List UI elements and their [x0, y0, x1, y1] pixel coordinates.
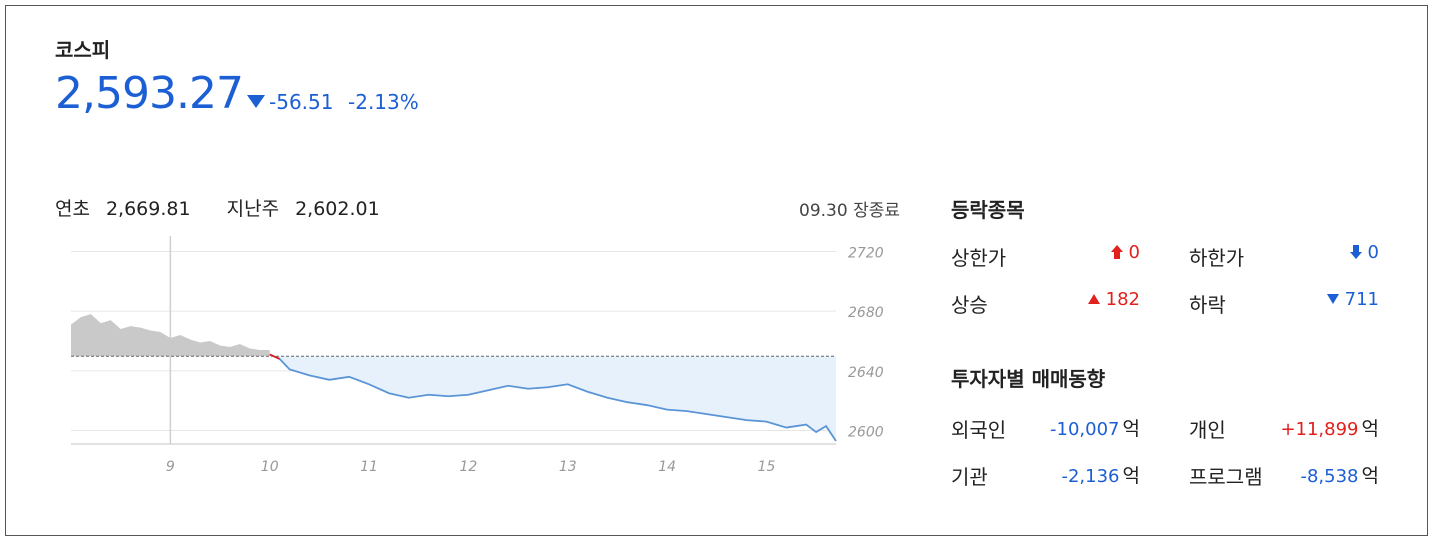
lower-limit-count: 0 [1367, 242, 1379, 263]
upper-limit-count: 0 [1128, 242, 1140, 263]
program-value: -8,538 억 [1300, 461, 1379, 488]
foreign-value: -10,007 억 [1050, 414, 1140, 441]
last-week-value: 2,602.01 [295, 198, 380, 220]
year-open-value: 2,669.81 [105, 198, 191, 220]
x-tick-label: 12 [459, 459, 477, 475]
foreign-amount: -10,007 [1050, 419, 1120, 440]
y-tick-label: 2680 [848, 305, 884, 321]
market-status: 09.30 장종료 [799, 201, 900, 221]
upper-limit-value: 0 [1110, 242, 1140, 263]
today-session-area [269, 354, 836, 441]
upper-limit-label: 상한가 [951, 246, 1007, 270]
y-tick-label: 2720 [848, 245, 884, 261]
x-tick-label: 15 [758, 459, 776, 475]
rise-count: 182 [1105, 289, 1140, 310]
down-arrow-icon [1349, 245, 1362, 259]
unit-label: 억 [1122, 465, 1140, 487]
price-change-value: -56.51 [269, 90, 334, 114]
up-triangle-icon [1087, 294, 1100, 304]
lower-limit-label: 하한가 [1189, 246, 1245, 270]
unit-label: 억 [1361, 465, 1379, 487]
program-amount: -8,538 [1300, 466, 1359, 487]
program-label: 프로그램 [1189, 465, 1263, 489]
kospi-widget: 코스피 2,593.27 -56.51 -2.13% 연초 2,669.81 지난… [5, 5, 1428, 536]
individual-label: 개인 [1189, 418, 1226, 442]
last-week-label: 지난주 [226, 198, 280, 220]
individual-value: +11,899 억 [1280, 414, 1379, 441]
institution-label: 기관 [951, 465, 988, 489]
down-triangle-icon [247, 95, 265, 108]
rise-value: 182 [1087, 289, 1140, 310]
down-triangle-icon [1326, 294, 1339, 304]
unit-label: 억 [1122, 418, 1140, 440]
x-tick-label: 9 [166, 459, 175, 475]
x-tick-label: 10 [261, 459, 279, 475]
investor-trading-title: 투자자별 매매동향 [951, 367, 1106, 391]
today-price-line [269, 353, 837, 442]
x-tick-label: 14 [658, 459, 676, 475]
previous-session-area [71, 314, 270, 357]
index-name[interactable]: 코스피 [55, 38, 111, 62]
unit-label: 억 [1361, 418, 1379, 440]
price-change: -56.51 [247, 90, 333, 114]
year-open-label: 연초 [55, 198, 90, 220]
institution-value: -2,136 억 [1061, 461, 1140, 488]
price-change-percent: -2.13% [348, 90, 419, 114]
y-tick-label: 2600 [848, 425, 884, 441]
reference-prices: 연초 2,669.81 지난주 2,602.01 [55, 194, 410, 221]
up-arrow-icon [1110, 245, 1123, 259]
opening-up-segment [269, 353, 281, 360]
fall-label: 하락 [1189, 293, 1226, 317]
individual-amount: +11,899 [1280, 419, 1359, 440]
current-price: 2,593.27 [55, 68, 244, 119]
foreign-label: 외국인 [951, 418, 1007, 442]
x-tick-label: 13 [559, 459, 577, 475]
intraday-chart[interactable]: 2720 2680 2640 2600 9 10 11 12 13 14 15 [66, 236, 896, 481]
rise-label: 상승 [951, 293, 988, 317]
lower-limit-value: 0 [1349, 242, 1379, 263]
fall-count: 711 [1344, 289, 1379, 310]
advance-decline-title: 등락종목 [951, 198, 1025, 222]
fall-value: 711 [1326, 289, 1379, 310]
x-tick-label: 11 [360, 459, 378, 475]
institution-amount: -2,136 [1061, 466, 1120, 487]
y-tick-label: 2640 [848, 365, 884, 381]
